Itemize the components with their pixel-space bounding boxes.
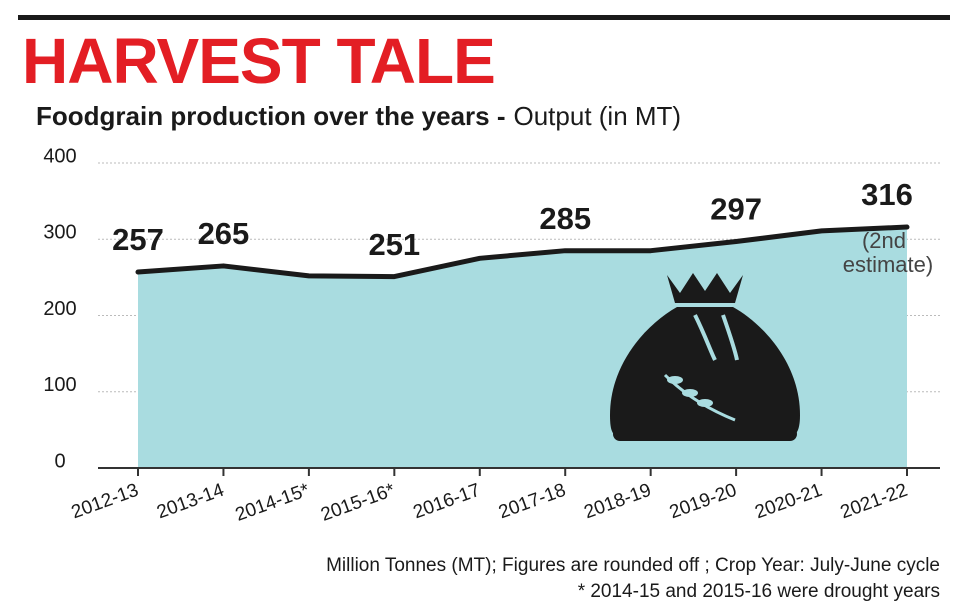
y-axis-label: Output (in MT) (514, 101, 682, 131)
chart-title: HARVEST TALE (22, 25, 495, 97)
x-tick-label: 2019-20 (667, 480, 740, 524)
data-label: 257 (112, 222, 164, 257)
data-label: 251 (368, 227, 420, 262)
grain-bag-icon (610, 273, 800, 441)
data-label: 297 (710, 192, 762, 227)
x-tick-label: 2015-16* (318, 479, 398, 525)
y-tick-label: 400 (43, 145, 76, 167)
line (135, 224, 910, 280)
x-tick-label: 2013-14 (154, 480, 227, 524)
x-tick-label: 2018-19 (581, 480, 654, 524)
x-tick-label: 2021-22 (838, 480, 911, 524)
y-tick-label: 200 (43, 298, 76, 320)
top-rule (18, 15, 950, 20)
y-tick-label: 300 (43, 222, 76, 244)
chart-subtitle: Foodgrain production over the years - Out… (36, 101, 681, 131)
data-label: 285 (539, 201, 591, 236)
y-tick-label: 0 (54, 450, 65, 472)
subtitle: Foodgrain production over the years - (36, 101, 506, 131)
annotation: estimate) (843, 252, 933, 277)
plot: 0 100 200 300 400 2012-13 2013-14 2014-15* 2015-… (43, 145, 940, 526)
annotation: (2nd (862, 228, 906, 253)
x-tick-label: 2017-18 (496, 480, 569, 524)
x-tick-label: 2014-15* (233, 479, 313, 525)
y-tick-label: 100 (43, 374, 76, 396)
footnote: Million Tonnes (MT); Figures are rounded… (326, 555, 940, 576)
footnote: * 2014-15 and 2015-16 were drought years (578, 581, 940, 602)
data-label: 316 (861, 177, 913, 212)
x-tick-label: 2020-21 (752, 480, 825, 524)
data-label: 265 (198, 216, 250, 251)
x-tick-label: 2016-17 (410, 480, 483, 524)
x-tick-label: 2012-13 (69, 480, 142, 524)
